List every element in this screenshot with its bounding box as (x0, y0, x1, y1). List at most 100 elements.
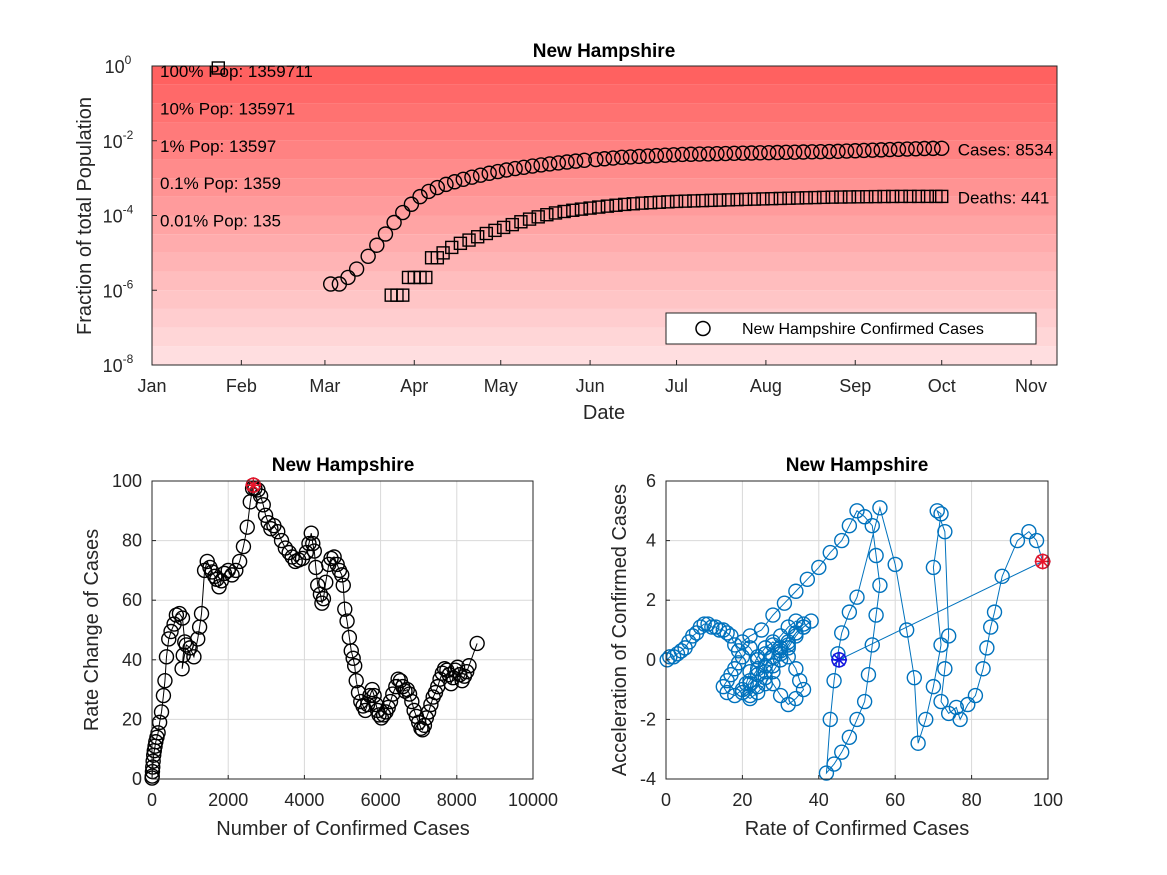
square-point (704, 193, 718, 208)
data-point (673, 643, 689, 659)
data-point (822, 711, 838, 728)
data-point (445, 669, 461, 686)
data-point (910, 735, 926, 751)
data-point (742, 687, 758, 704)
x-tick-label: Jul (665, 376, 688, 396)
square-point (522, 212, 537, 226)
square-point (713, 193, 727, 207)
data-point (795, 616, 812, 632)
square-point (583, 201, 597, 215)
circle-point (455, 171, 471, 188)
y-tick-label: 4 (646, 531, 656, 551)
population-band-label: 0.01% Pop: 135 (160, 212, 281, 231)
data-point (933, 637, 949, 653)
bottom-right-chart: 0 20 40 60 80 100 -4 -2 0 2 4 6 New Hampshire Rate… (609, 455, 1063, 840)
data-point (780, 619, 796, 635)
data-point (937, 661, 953, 677)
square-point (773, 191, 788, 206)
data-point (305, 535, 321, 552)
circle-point (769, 144, 786, 161)
bottom-right-marks (659, 500, 1051, 781)
data-point (856, 693, 873, 710)
data-point (420, 704, 437, 720)
data-point (749, 667, 766, 683)
data-point (983, 619, 999, 635)
data-point (669, 646, 686, 662)
data-point (163, 623, 179, 640)
population-band (152, 271, 1057, 291)
population-band (152, 122, 1057, 141)
square-point (860, 190, 874, 204)
data-point (228, 562, 244, 579)
data-point (326, 549, 342, 565)
data-point (818, 765, 835, 781)
top-x-axis-label: Date (583, 402, 625, 424)
data-point (822, 544, 838, 561)
data-point (788, 661, 804, 677)
circle-point (576, 152, 593, 168)
data-point (887, 556, 903, 573)
square-point (877, 189, 891, 204)
data-point (929, 503, 945, 519)
data-point (270, 523, 286, 540)
data-point (772, 628, 789, 644)
y-tick-label: 10-8 (103, 352, 134, 376)
data-point (803, 613, 819, 629)
circle-point (691, 146, 708, 162)
data-point (385, 686, 401, 702)
circle-point (717, 145, 734, 162)
y-tick-label: 100 (112, 471, 142, 491)
circle-point (821, 143, 838, 160)
data-point (826, 672, 842, 689)
circle-point (657, 147, 673, 163)
square-point (851, 190, 865, 204)
data-point (224, 567, 240, 583)
circle-point (369, 237, 385, 253)
circle-point (464, 169, 480, 185)
circle-point (429, 179, 446, 196)
square-point (462, 233, 476, 247)
square-point (756, 192, 770, 206)
bottom-left-grid (151, 480, 534, 780)
data-point (404, 693, 420, 710)
x-tick-label: 6000 (361, 790, 401, 810)
y-tick-label: 60 (122, 590, 142, 610)
x-tick-label: Mar (309, 376, 340, 396)
data-point (364, 681, 380, 698)
data-point (937, 523, 953, 540)
circle-point (925, 140, 941, 157)
y-tick-label: 40 (122, 650, 142, 670)
square-point (548, 206, 563, 220)
legend-box (665, 312, 1037, 345)
circle-point (674, 146, 691, 163)
y-tick-base: 10 (103, 207, 123, 227)
bottom-right-y-ticks: -4 -2 0 2 4 6 (640, 471, 670, 789)
circle-point (908, 141, 924, 157)
circle-point (614, 149, 630, 166)
circle-point (838, 143, 855, 159)
y-tick-label: 10-6 (103, 277, 134, 301)
square-point (678, 194, 692, 208)
x-tick-label: 0 (147, 790, 157, 810)
data-point (382, 693, 399, 710)
current-point-marker (831, 651, 848, 668)
x-tick-label: 20 (732, 790, 752, 810)
top-chart-marks (322, 140, 950, 302)
bottom-right-x-ticks: 0 20 40 60 80 100 (661, 775, 1063, 810)
data-point (948, 699, 965, 716)
bottom-right-plot-frame (665, 480, 1049, 780)
x-tick-label: Sep (839, 376, 871, 396)
circle-point (899, 141, 915, 157)
population-band-label: 0.1% Pop: 1359 (160, 174, 281, 193)
data-point (150, 725, 166, 741)
circle-point (412, 188, 428, 205)
data-point (765, 675, 781, 692)
data-point (788, 613, 804, 629)
circle-point (490, 163, 506, 180)
population-band-label: 100% Pop: 1359711 (160, 62, 313, 81)
data-point (174, 610, 191, 626)
data-point (849, 503, 865, 519)
square-point (687, 194, 701, 208)
square-point (643, 196, 658, 210)
